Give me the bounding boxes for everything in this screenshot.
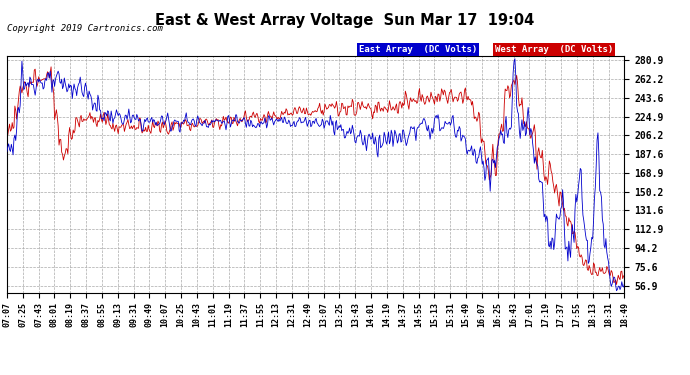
Text: Copyright 2019 Cartronics.com: Copyright 2019 Cartronics.com — [7, 24, 163, 33]
Text: East Array  (DC Volts): East Array (DC Volts) — [359, 45, 477, 54]
Text: West Array  (DC Volts): West Array (DC Volts) — [495, 45, 613, 54]
Text: East & West Array Voltage  Sun Mar 17  19:04: East & West Array Voltage Sun Mar 17 19:… — [155, 13, 535, 28]
